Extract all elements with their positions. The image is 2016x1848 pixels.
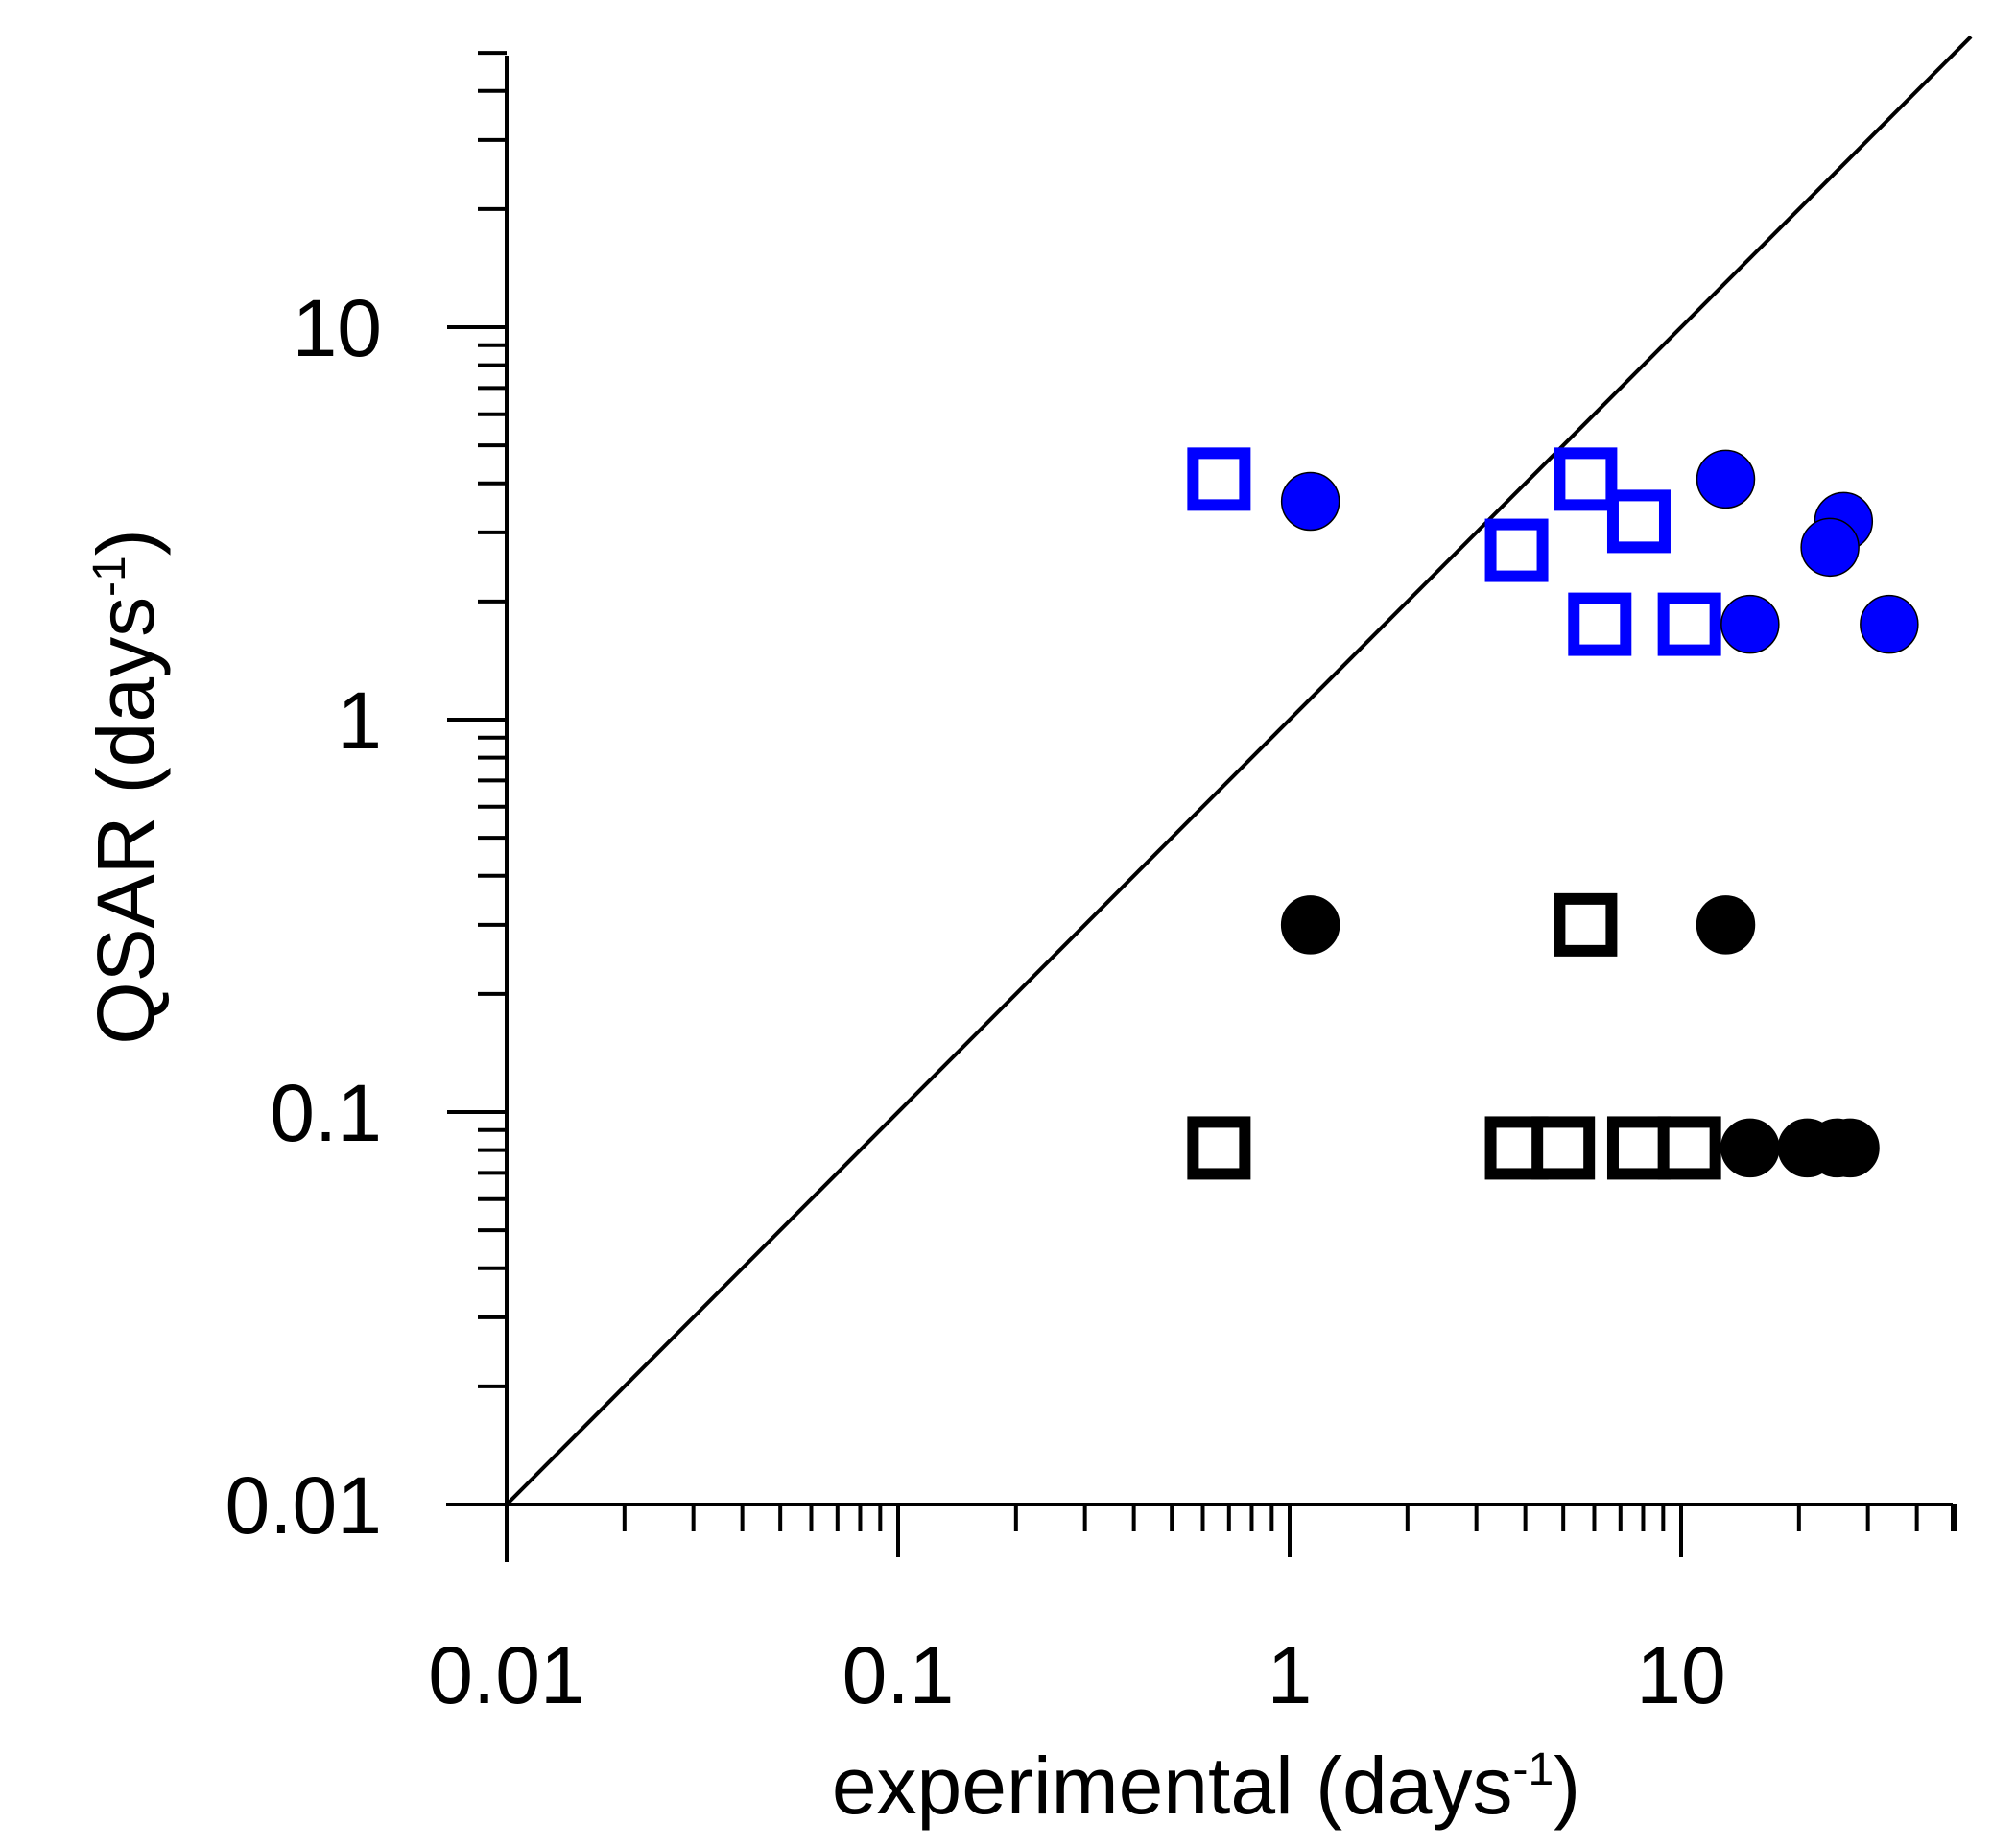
data-point-square xyxy=(1187,1116,1251,1180)
data-point-square xyxy=(1657,1116,1721,1180)
y-tick-label: 0.1 xyxy=(270,1068,382,1158)
data-point-circle xyxy=(1696,895,1756,955)
y-tick-label: 1 xyxy=(337,675,382,766)
x-tick-label: 0.1 xyxy=(842,1630,955,1720)
data-point-square xyxy=(1484,518,1549,582)
data-point-square xyxy=(1606,489,1671,554)
data-point-square xyxy=(1554,447,1618,511)
data-point-circle xyxy=(1280,895,1340,955)
data-point-square xyxy=(1187,447,1251,511)
data-point-square xyxy=(1657,592,1721,656)
data-point-square xyxy=(1606,1116,1671,1180)
y-tick-label: 0.01 xyxy=(225,1460,383,1551)
data-point-circle xyxy=(1860,594,1919,654)
data-point-square xyxy=(1568,592,1632,656)
y-tick-label: 10 xyxy=(293,283,382,373)
series-black-open-squares xyxy=(1187,892,1721,1180)
series-blue-filled-circles xyxy=(1280,449,1919,654)
series-black-filled-circles xyxy=(1280,895,1880,1178)
x-axis-label: experimental (days-1) xyxy=(832,1741,1580,1831)
x-tick-label: 1 xyxy=(1268,1630,1313,1720)
data-point-square xyxy=(1554,892,1618,957)
x-tick-label: 0.01 xyxy=(428,1630,585,1720)
data-point-circle xyxy=(1820,1118,1880,1178)
series-blue-open-squares xyxy=(1187,447,1721,656)
data-point-circle xyxy=(1280,471,1340,532)
data-points xyxy=(1187,447,1919,1180)
data-point-circle xyxy=(1720,594,1780,654)
x-tick-label: 10 xyxy=(1636,1630,1725,1720)
axes xyxy=(446,51,1957,1562)
data-point-circle xyxy=(1720,1118,1780,1178)
y-axis-label: QSAR (days-1) xyxy=(81,529,171,1044)
data-point-circle xyxy=(1696,449,1756,509)
data-point-square xyxy=(1531,1116,1596,1180)
data-point-circle xyxy=(1800,517,1860,578)
reference-line-group xyxy=(505,35,1973,1506)
tick-labels: 0.01 0.1 1 10 0.01 0.1 1 10 xyxy=(225,283,1726,1720)
one-to-one-line xyxy=(505,35,1973,1506)
